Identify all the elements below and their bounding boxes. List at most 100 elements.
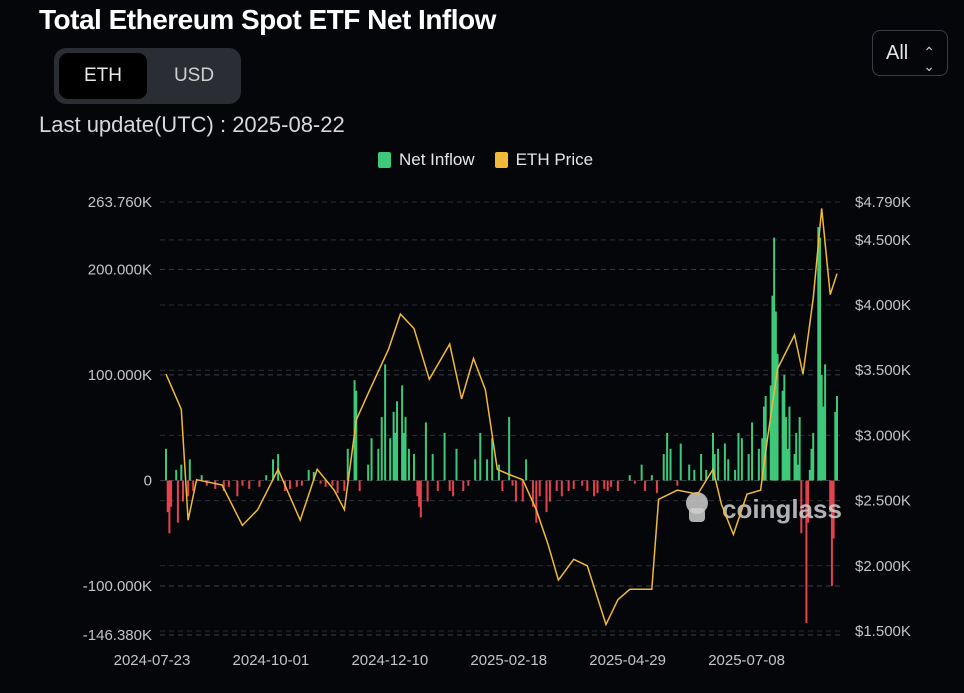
net-inflow-bar bbox=[796, 464, 799, 481]
net-inflow-bar bbox=[688, 464, 691, 481]
net-inflow-bar bbox=[295, 480, 298, 487]
eth-price-line bbox=[165, 208, 838, 627]
net-inflow-bar bbox=[603, 480, 606, 489]
eth-toggle-button[interactable]: ETH bbox=[59, 53, 147, 99]
net-inflow-bar bbox=[248, 480, 251, 489]
net-inflow-bar bbox=[747, 454, 750, 481]
range-select-value: All bbox=[886, 42, 909, 64]
net-inflow-bar bbox=[820, 374, 823, 481]
net-inflow-bar bbox=[711, 432, 714, 481]
net-inflow-bar bbox=[836, 396, 838, 481]
net-inflow-bar bbox=[829, 480, 832, 513]
net-inflow-bar bbox=[581, 480, 584, 486]
net-inflow-bar bbox=[824, 364, 827, 481]
net-inflow-bar bbox=[491, 438, 494, 481]
y-right-tick: $3.000K bbox=[855, 427, 911, 444]
net-inflow-bar bbox=[822, 406, 825, 481]
net-inflow-bar bbox=[798, 417, 801, 481]
net-inflow-bar bbox=[762, 406, 765, 481]
net-inflow-bar bbox=[336, 480, 339, 494]
net-inflow-bar bbox=[416, 480, 419, 497]
net-inflow-bar bbox=[786, 448, 789, 481]
y-right-tick: $4.790K bbox=[855, 194, 911, 211]
x-tick: 2024-07-23 bbox=[114, 652, 191, 669]
net-inflow-bar bbox=[436, 480, 439, 492]
net-inflow-bar bbox=[606, 480, 609, 492]
net-inflow-bar bbox=[525, 459, 528, 481]
net-inflow-bar bbox=[170, 480, 173, 507]
net-inflow-bar bbox=[358, 480, 361, 492]
net-inflow-bar bbox=[467, 480, 470, 486]
net-inflow-bar bbox=[180, 464, 183, 481]
legend-swatch bbox=[378, 152, 391, 168]
y-right-tick: $4.000K bbox=[855, 297, 911, 314]
net-inflow-bar bbox=[774, 311, 777, 481]
net-inflow-bar bbox=[443, 432, 446, 481]
net-inflow-bar bbox=[783, 374, 786, 481]
net-inflow-bar bbox=[479, 432, 482, 481]
net-inflow-bar bbox=[236, 480, 239, 497]
net-inflow-bar bbox=[727, 459, 730, 481]
net-inflow-bar bbox=[810, 448, 813, 481]
net-inflow-bar bbox=[662, 454, 665, 481]
legend-label: Net Inflow bbox=[399, 150, 475, 169]
net-inflow-bar bbox=[655, 480, 658, 494]
net-inflow-bar bbox=[511, 480, 514, 486]
net-inflow-bar bbox=[761, 438, 764, 481]
net-inflow-bar bbox=[404, 417, 407, 481]
net-inflow-bar bbox=[740, 438, 743, 481]
net-inflow-bar bbox=[355, 390, 358, 481]
net-inflow-bar bbox=[384, 364, 387, 481]
y-right-tick: $2.500K bbox=[855, 493, 911, 510]
net-inflow-bar bbox=[389, 438, 392, 481]
net-inflow-bar bbox=[486, 459, 489, 481]
usd-toggle-button[interactable]: USD bbox=[173, 65, 215, 86]
legend-swatch bbox=[494, 152, 508, 168]
net-inflow-bar bbox=[272, 459, 275, 481]
net-inflow-bar bbox=[501, 480, 504, 492]
net-inflow-bar bbox=[343, 480, 346, 492]
range-select[interactable]: All ⌃ ⌄ bbox=[872, 30, 948, 76]
net-inflow-bar bbox=[751, 422, 754, 481]
net-inflow-bar bbox=[555, 480, 558, 492]
net-inflow-bar bbox=[402, 432, 405, 481]
net-inflow-bar bbox=[610, 480, 613, 487]
net-inflow-bar bbox=[331, 480, 334, 486]
net-inflow-bar bbox=[757, 448, 760, 481]
net-inflow-bar bbox=[830, 480, 833, 587]
net-inflow-bar bbox=[834, 411, 837, 481]
net-inflow-bar bbox=[669, 448, 672, 481]
legend-net-inflow[interactable]: Net Inflow bbox=[378, 150, 475, 170]
net-inflow-bar bbox=[819, 237, 822, 481]
net-inflow-bar bbox=[812, 432, 815, 481]
net-inflow-bar bbox=[367, 464, 370, 481]
net-inflow-bar bbox=[508, 417, 511, 481]
net-inflow-bar bbox=[567, 480, 570, 492]
net-inflow-bar bbox=[538, 480, 541, 497]
y-left-tick: -100.000K bbox=[83, 578, 152, 595]
net-inflow-bar bbox=[166, 480, 169, 513]
net-inflow-bar bbox=[633, 480, 636, 484]
legend-label: ETH Price bbox=[515, 150, 594, 169]
watermark: coinglass bbox=[722, 494, 842, 524]
net-inflow-bar bbox=[258, 480, 261, 487]
net-inflow-bar bbox=[426, 480, 429, 502]
net-inflow-bar bbox=[807, 480, 810, 523]
net-inflow-bar bbox=[593, 480, 596, 497]
net-inflow-bar bbox=[817, 227, 820, 481]
net-inflow-bar bbox=[785, 417, 788, 481]
net-inflow-bar bbox=[832, 480, 835, 539]
legend-eth-price[interactable]: ETH Price bbox=[494, 150, 594, 170]
net-inflow-bar bbox=[277, 454, 280, 481]
net-inflow-bar bbox=[455, 448, 458, 481]
net-inflow-bar bbox=[497, 464, 500, 481]
y-left-tick: 263.760K bbox=[88, 194, 152, 211]
net-inflow-bar bbox=[407, 448, 410, 481]
y-right-tick: $1.500K bbox=[855, 623, 911, 640]
net-inflow-bar bbox=[401, 385, 404, 481]
net-inflow-bar bbox=[596, 480, 599, 494]
x-tick: 2025-02-18 bbox=[470, 652, 547, 669]
coinglass-logo-icon bbox=[686, 492, 708, 522]
net-inflow-bar bbox=[705, 469, 708, 481]
